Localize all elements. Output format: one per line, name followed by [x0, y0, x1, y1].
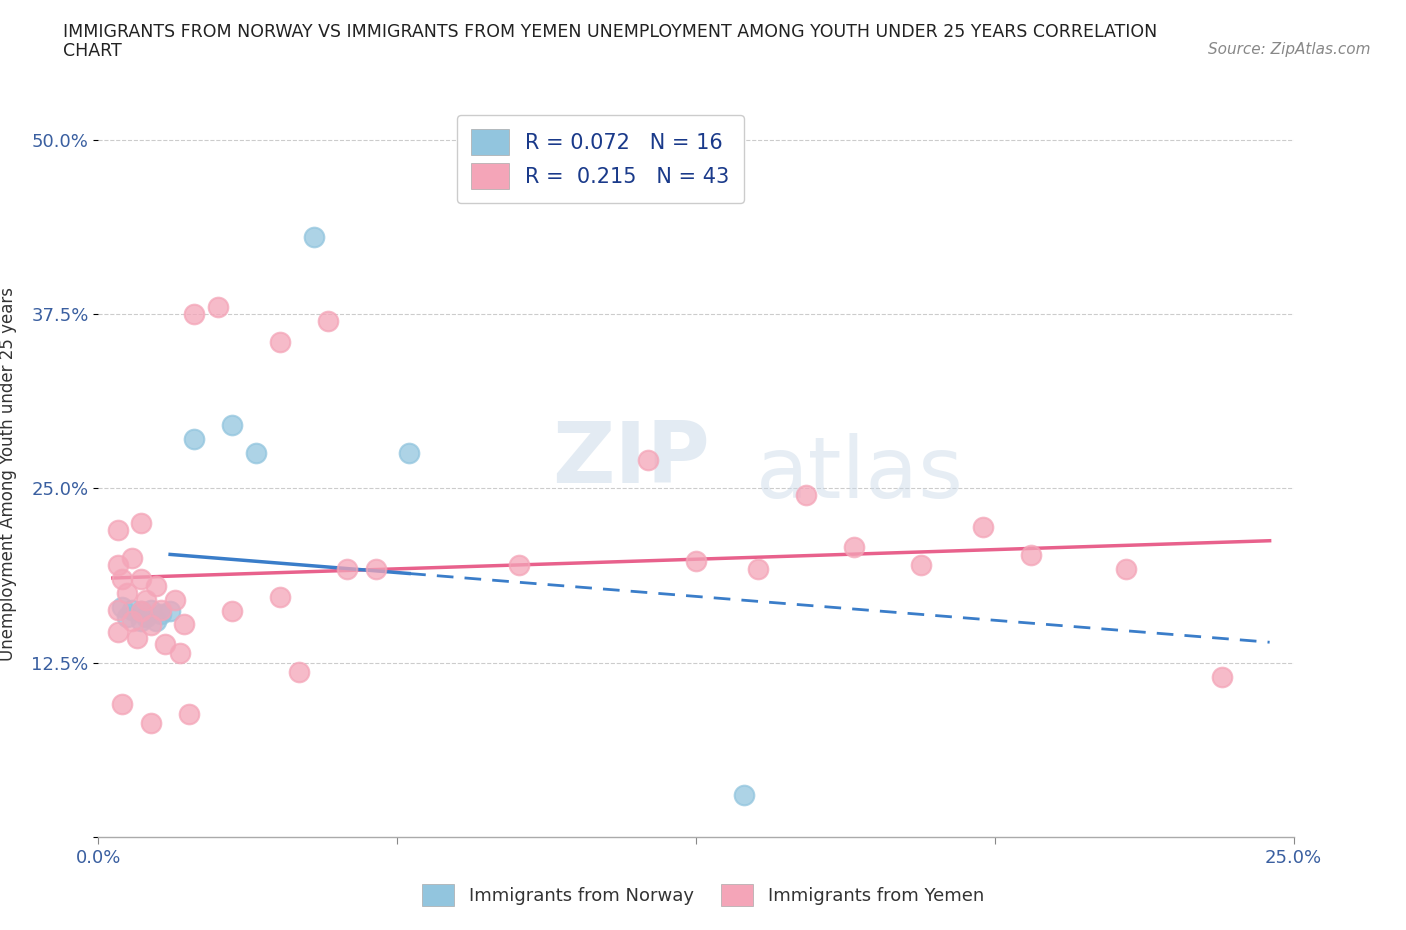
Point — [107, 523, 129, 538]
Point — [685, 553, 707, 568]
Point — [245, 446, 267, 461]
Point — [1019, 548, 1042, 563]
Point — [111, 600, 134, 615]
Point — [149, 606, 172, 621]
Point — [508, 558, 530, 573]
Point — [131, 604, 153, 618]
Point — [972, 520, 994, 535]
Point — [910, 558, 932, 573]
Point — [269, 590, 291, 604]
Point — [145, 614, 167, 629]
Point — [794, 488, 817, 503]
Point — [183, 307, 205, 322]
Point — [125, 631, 148, 645]
Point — [131, 516, 153, 531]
Point — [121, 551, 143, 565]
Point — [135, 592, 157, 607]
Point — [145, 578, 167, 593]
Point — [139, 715, 162, 730]
Point — [121, 614, 143, 629]
Point — [1211, 670, 1233, 684]
Point — [115, 586, 138, 601]
Point — [121, 603, 143, 618]
Point — [288, 665, 311, 680]
Point — [115, 609, 138, 624]
Point — [173, 617, 195, 631]
Point — [269, 335, 291, 350]
Text: CHART: CHART — [63, 42, 122, 60]
Point — [747, 562, 769, 577]
Point — [135, 609, 157, 624]
Point — [183, 432, 205, 447]
Point — [302, 230, 325, 245]
Text: atlas: atlas — [756, 432, 963, 516]
Point — [221, 604, 243, 618]
Point — [149, 603, 172, 618]
Point — [842, 539, 865, 554]
Point — [221, 418, 243, 433]
Text: ZIP: ZIP — [553, 418, 710, 501]
Legend: R = 0.072   N = 16, R =  0.215   N = 43: R = 0.072 N = 16, R = 0.215 N = 43 — [457, 114, 744, 203]
Legend: Immigrants from Norway, Immigrants from Yemen: Immigrants from Norway, Immigrants from … — [415, 877, 991, 913]
Text: Source: ZipAtlas.com: Source: ZipAtlas.com — [1208, 42, 1371, 57]
Point — [131, 614, 153, 629]
Point — [169, 645, 191, 660]
Point — [336, 562, 359, 577]
Point — [637, 453, 659, 468]
Point — [111, 571, 134, 587]
Point — [139, 603, 162, 618]
Point — [111, 698, 134, 712]
Point — [163, 592, 186, 607]
Text: IMMIGRANTS FROM NORWAY VS IMMIGRANTS FROM YEMEN UNEMPLOYMENT AMONG YOUTH UNDER 2: IMMIGRANTS FROM NORWAY VS IMMIGRANTS FRO… — [63, 23, 1157, 41]
Point — [179, 707, 201, 722]
Point — [107, 603, 129, 618]
Point — [107, 558, 129, 573]
Point — [139, 618, 162, 632]
Point — [155, 637, 177, 652]
Point — [131, 604, 153, 618]
Point — [107, 625, 129, 640]
Point — [364, 562, 387, 577]
Point — [733, 788, 755, 803]
Y-axis label: Unemployment Among Youth under 25 years: Unemployment Among Youth under 25 years — [0, 287, 17, 661]
Point — [398, 446, 420, 461]
Point — [159, 604, 181, 618]
Point — [131, 571, 153, 587]
Point — [1115, 562, 1137, 577]
Point — [316, 313, 339, 328]
Point — [207, 299, 229, 314]
